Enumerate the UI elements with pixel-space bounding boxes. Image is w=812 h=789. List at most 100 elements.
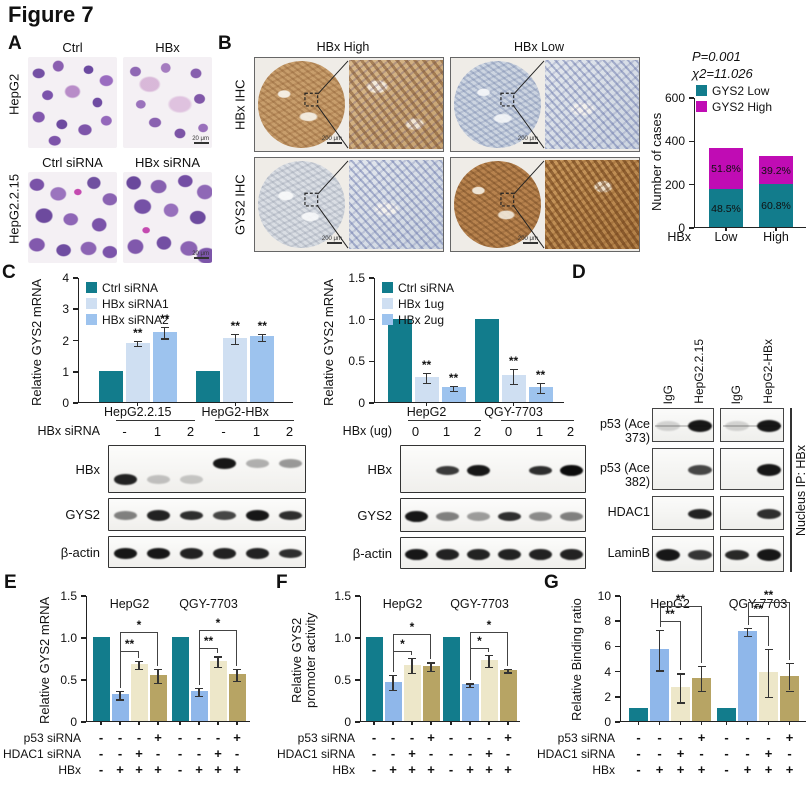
error-bar-cap (504, 669, 512, 671)
bar (499, 669, 517, 721)
significance-marker: ** (133, 326, 143, 341)
legend-item: HBx 2ug (382, 312, 454, 328)
x-tick (507, 721, 509, 725)
micrograph-column: HBx siRNA 20 μm (123, 155, 212, 263)
condition-symbol: - (448, 762, 454, 777)
protein-band (179, 511, 204, 520)
error-bar-cap (785, 662, 794, 664)
condition-symbol: + (154, 762, 162, 777)
legend-swatch (86, 314, 97, 325)
significance-marker: * (409, 619, 415, 634)
condition-symbol: - (724, 730, 729, 745)
x-tick (775, 227, 777, 231)
protein-band (405, 510, 428, 522)
panel-c-label: C (2, 262, 16, 283)
bar (650, 649, 669, 721)
x-tick (157, 721, 159, 725)
y-tick (355, 595, 360, 597)
treatment-label: Ctrl siRNA (42, 155, 103, 170)
condition-symbol: - (636, 762, 641, 777)
error-bar (452, 385, 455, 391)
x-tick (411, 721, 413, 725)
significance-marker: ** (230, 319, 240, 334)
scale-bar: 200 μm (518, 236, 538, 244)
error-bar (236, 669, 238, 681)
error-bar-cap (258, 340, 267, 342)
error-bar (198, 687, 200, 696)
y-tick-label: 10 (597, 589, 611, 603)
blot-column-label: HepG2.2.15 (691, 339, 706, 404)
lane-value: 1 (535, 423, 544, 439)
y-tick-label: 200 (664, 177, 685, 192)
x-tick (392, 721, 394, 725)
y-tick-label: 0 (70, 715, 77, 729)
ihc-column-header: HBx Low (513, 40, 565, 54)
error-bar-cap (231, 334, 240, 336)
treatment-label: Ctrl (62, 40, 83, 55)
gys2-mrna-rescue-chart: 0 0.5 1.0 1.5 HepG2 QGY-7703 ** * ** * p53 siRNA - -… (3, 560, 268, 788)
y-tick-label: 1.5 (60, 589, 77, 603)
bracket-leg (507, 632, 509, 667)
legend-label: HBx siRNA1 (102, 297, 169, 311)
error-bar-cap (504, 672, 512, 674)
bar (403, 664, 421, 721)
significance-marker: * (215, 615, 221, 630)
group-title: QGY-7703 (728, 597, 788, 611)
condition-symbol: + (214, 746, 222, 761)
y-tick (355, 637, 360, 639)
y-tick (689, 97, 694, 99)
error-bar-cap (509, 383, 518, 386)
bar (738, 630, 757, 721)
condition-symbol: - (467, 730, 473, 745)
error-bar (138, 660, 140, 670)
bar (528, 387, 553, 402)
error-bar-cap (195, 687, 203, 689)
condition-symbol: - (448, 746, 454, 761)
chart-legend: Ctrl siRNA HBx siRNA1 HBx siRNA2 (86, 280, 169, 328)
bar (461, 684, 479, 721)
condition-symbol: + (408, 746, 416, 761)
bracket-leg (120, 632, 122, 688)
x-category-label: HepG2.2.15 (104, 405, 172, 419)
condition-symbol: - (136, 730, 142, 745)
blot-column-label: IgG (729, 384, 743, 404)
blot-target-label: HBx (367, 461, 392, 477)
lane-value: 2 (473, 423, 482, 439)
condition-symbol: - (177, 762, 183, 777)
legend-label: GYS2 High (712, 100, 773, 114)
bar (474, 318, 499, 402)
condition-symbol: - (177, 730, 183, 745)
scale-bar: 20 μm (192, 136, 209, 144)
micrograph: 20 μm (123, 57, 212, 148)
bar (717, 708, 736, 721)
error-bar-cap (536, 393, 545, 395)
condition-symbol: - (234, 746, 240, 761)
y-tick (615, 620, 620, 622)
condition-symbol: - (371, 746, 377, 761)
y-tick-label: 1.0 (348, 312, 365, 327)
error-bar-cap (422, 383, 431, 385)
condition-label: p53 siRNA (297, 731, 355, 745)
significance-marker: ** (665, 607, 675, 622)
cell-line-label: HepG2.2.15 (6, 173, 22, 245)
panel-d-ip-blot: IgG HepG2.2.15 IgG HepG2-HBx p53 (Ace 373) p5… (574, 266, 812, 572)
y-tick (355, 679, 360, 681)
error-bar-cap (466, 686, 474, 688)
blot-membrane (400, 445, 586, 493)
condition-label: HDAC1 siRNA (2, 747, 81, 761)
condition-symbol: - (766, 730, 771, 745)
y-tick (369, 318, 374, 321)
ihc-row: GYS2 IHC 200 μm 200 μm (232, 157, 640, 252)
error-bar-cap (422, 373, 431, 375)
panel-b-ihc: HBx High HBx Low HBx IHC 200 μm 200 μm GYS2 I… (232, 40, 640, 257)
ihc-row-label: HBx IHC (232, 79, 248, 130)
faint-streak (723, 425, 781, 427)
statistic-line: P=0.001 (692, 49, 741, 64)
error-bar-cap (697, 691, 706, 693)
chart-plot: 0 2 4 6 8 10 HepG2 QGY-7703 ** ** ** ** p53 siRNA - - -… (537, 588, 806, 777)
protein-band (179, 474, 204, 484)
bar (692, 677, 711, 721)
blot-target-label: HBx (75, 461, 100, 477)
y-tick-label: 0.5 (60, 673, 77, 687)
chart-plot: 0 200 400 600 48.5% 51.8% Low 60.8% 39.2% High HBx (665, 91, 806, 244)
